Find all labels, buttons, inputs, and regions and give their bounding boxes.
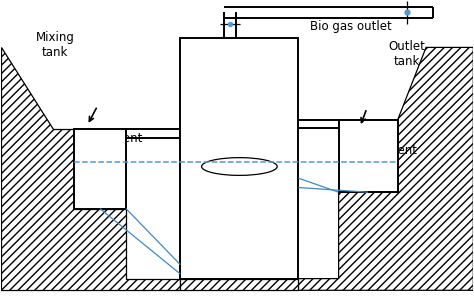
Ellipse shape [201,158,277,175]
Bar [338,120,398,192]
Bar [180,38,299,278]
Text: Bio gas outlet: Bio gas outlet [310,20,392,33]
Bar [74,129,126,209]
Text: Effluent: Effluent [372,144,418,157]
Text: Digester
tank: Digester tank [214,197,264,225]
Text: Outlet
tank: Outlet tank [389,40,426,68]
Text: Gas
holder
tank: Gas holder tank [220,70,258,113]
Polygon shape [0,47,180,290]
Polygon shape [299,47,474,290]
Text: Influent: Influent [98,132,143,145]
Text: Mixing
tank: Mixing tank [36,31,74,59]
Polygon shape [180,278,299,290]
